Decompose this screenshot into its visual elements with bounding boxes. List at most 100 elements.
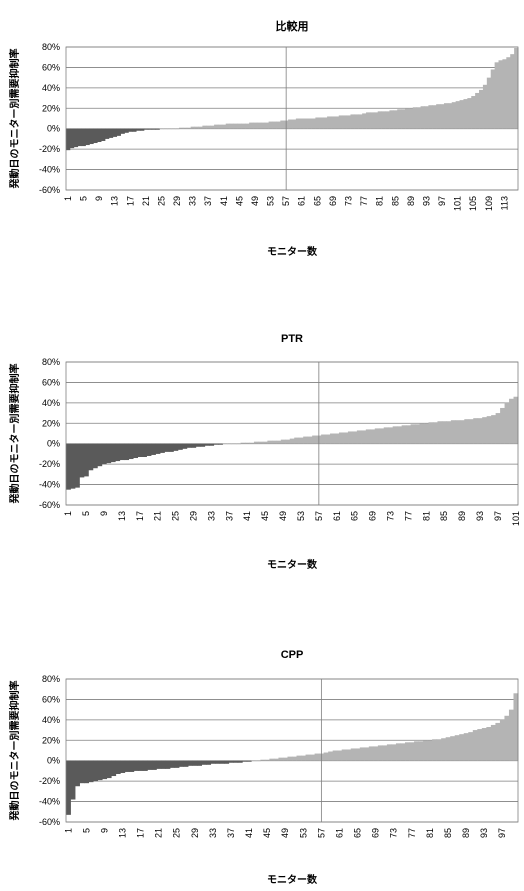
chart-title: CPP (281, 649, 304, 661)
bar (142, 443, 147, 457)
bar (155, 443, 161, 454)
bar (362, 113, 367, 129)
x-tick-label: 9 (99, 511, 109, 516)
x-tick-label: 9 (94, 196, 104, 201)
bar (298, 437, 304, 444)
bar (504, 402, 510, 444)
bar (168, 443, 174, 452)
x-tick-label: 97 (437, 196, 447, 206)
bar (106, 443, 112, 464)
x-tick-label: 21 (154, 828, 164, 838)
bar (146, 443, 152, 456)
bar (315, 117, 320, 129)
bar (428, 105, 433, 129)
bar (455, 420, 461, 444)
x-axis-label: モニター数 (267, 245, 318, 258)
bar (287, 756, 293, 761)
x-tick-label: 21 (141, 196, 151, 206)
bar (513, 693, 519, 761)
y-tick-label: -60% (39, 500, 60, 510)
bar (393, 110, 398, 129)
bar (373, 112, 379, 129)
bar (468, 419, 474, 444)
bar (451, 102, 457, 129)
bar (498, 60, 503, 129)
bar (432, 739, 438, 761)
bar (73, 128, 79, 148)
bar (280, 439, 286, 444)
bar (354, 114, 359, 129)
bar (479, 89, 484, 129)
bar (420, 106, 425, 129)
bar (179, 127, 184, 129)
bar (385, 111, 390, 129)
bar (201, 760, 207, 765)
bar (423, 740, 428, 761)
bar (147, 128, 153, 130)
bar (253, 122, 258, 129)
bar (136, 128, 141, 131)
bar (66, 760, 71, 815)
bar (245, 442, 250, 444)
bar (288, 119, 293, 129)
bar (206, 760, 212, 765)
chart-2: PTR -60% -40% -20% 0% 20% 40% 60% 80% 1 5 9 13 17 21 25… (0, 300, 524, 585)
bar (225, 123, 231, 129)
bar (285, 439, 291, 444)
x-tick-label: 33 (208, 828, 218, 838)
bar (450, 420, 456, 444)
bar (156, 760, 162, 769)
bar (81, 128, 86, 147)
bar (83, 443, 89, 477)
bar (325, 434, 331, 444)
chart-3-svg: CPP -60% -40% -20% 0% 20% 40% 60% 80% 1 5 9 13 17 21 25… (8, 649, 519, 886)
bar (419, 423, 425, 444)
x-tick-label: 53 (296, 511, 306, 521)
bar (463, 99, 468, 129)
bar (231, 443, 237, 445)
bar (276, 440, 282, 444)
bar (182, 443, 188, 449)
bar (273, 758, 279, 761)
x-tick-label: 105 (468, 196, 478, 211)
x-tick-label: 21 (153, 511, 163, 521)
bar (491, 415, 497, 444)
x-tick-label: 13 (110, 196, 120, 206)
bar (352, 431, 358, 444)
bar (256, 122, 262, 129)
bar (314, 753, 320, 761)
bar (165, 760, 171, 769)
bar (374, 428, 380, 444)
bar (164, 443, 170, 452)
bar (159, 443, 165, 453)
x-tick-label: 61 (332, 511, 342, 521)
bar (454, 735, 460, 761)
bar (303, 118, 308, 129)
bar (112, 128, 118, 137)
bar (406, 425, 411, 444)
bar (370, 429, 376, 444)
bar (361, 430, 367, 444)
x-tick-label: 73 (389, 828, 399, 838)
bar (89, 128, 94, 145)
chart-1: 比較用 -60% -40% -20% 0% 20% 40% 60% 80% 1 5 9 13 17 21 25… (0, 0, 524, 285)
bar (147, 760, 153, 770)
bar (381, 111, 386, 129)
bar (334, 433, 340, 444)
bar (133, 443, 139, 459)
bar (175, 128, 180, 130)
bar (508, 709, 514, 761)
bar (323, 752, 329, 761)
bar (350, 114, 355, 129)
bar (70, 760, 76, 800)
bar (356, 430, 362, 444)
bar (129, 760, 135, 772)
x-tick-label: 97 (497, 828, 507, 838)
y-tick-label: -20% (39, 776, 60, 786)
bar (490, 69, 496, 129)
bar (311, 118, 316, 129)
bar (264, 122, 270, 129)
bar (428, 422, 434, 444)
bar (499, 719, 505, 761)
bar (301, 755, 306, 761)
